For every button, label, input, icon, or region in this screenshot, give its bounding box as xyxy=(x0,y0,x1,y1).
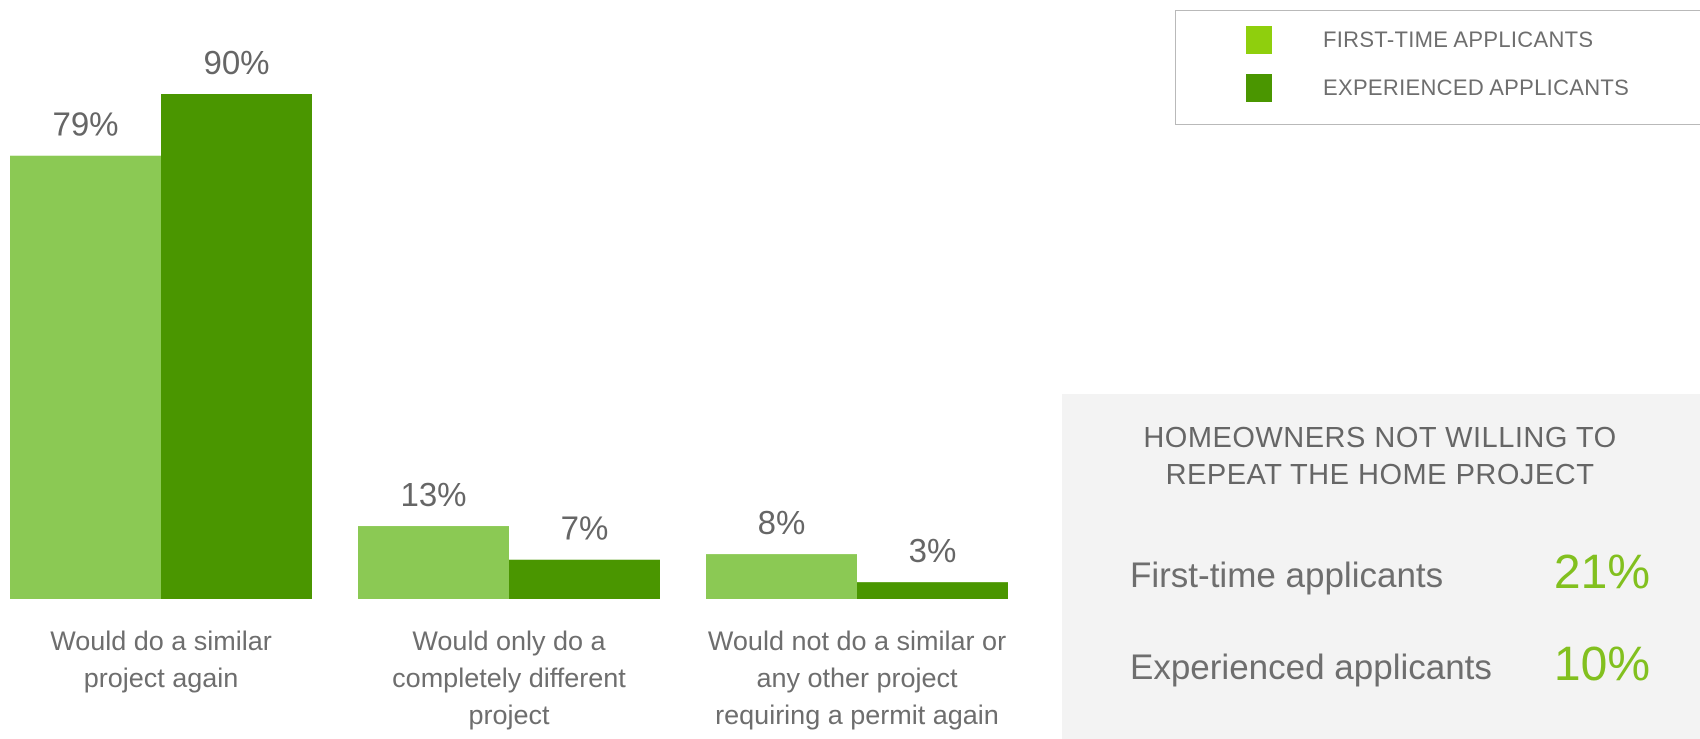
category-label-2: Would only do a completely different proje… xyxy=(392,626,626,730)
panel-row-first-time: First-time applicants 21% xyxy=(1130,546,1650,599)
category-label-2-line-3: project xyxy=(468,700,550,730)
legend-swatch-experienced xyxy=(1246,74,1272,102)
panel-title-line-1: HOMEOWNERS NOT WILLING TO xyxy=(1143,422,1617,454)
panel-title: HOMEOWNERS NOT WILLING TO REPEAT THE HOM… xyxy=(1062,420,1698,494)
value-label-first-time-3: 8% xyxy=(758,504,806,541)
panel-row-value-first-time: 21% xyxy=(1553,546,1650,599)
value-label-first-time-1: 79% xyxy=(52,106,118,143)
legend-label-first-time: FIRST-TIME APPLICANTS xyxy=(1323,27,1594,52)
category-label-2-line-1: Would only do a xyxy=(412,626,606,656)
bar-first-time-2 xyxy=(358,526,509,599)
bar-experienced-3 xyxy=(857,582,1008,599)
grouped-bar-chart: 79% 13% 8% 90% 7% 3% Would do a similar project… xyxy=(10,44,1008,730)
category-label-1: Would do a similar project again xyxy=(50,626,272,693)
legend-item-first-time: FIRST-TIME APPLICANTS xyxy=(1246,25,1593,55)
category-label-2-line-2: completely different xyxy=(392,663,626,693)
category-label-3-line-2: any other project xyxy=(756,663,958,693)
category-label-1-line-2: project again xyxy=(84,663,239,693)
category-label-3-line-1: Would not do a similar or xyxy=(708,626,1006,656)
legend-item-experienced: EXPERIENCED APPLICANTS xyxy=(1246,73,1629,103)
bar-experienced-1 xyxy=(161,94,312,599)
bar-experienced-2 xyxy=(509,559,660,599)
category-label-3-line-3: requiring a permit again xyxy=(715,700,999,730)
value-label-experienced-3: 3% xyxy=(909,532,957,569)
summary-panel: HOMEOWNERS NOT WILLING TO REPEAT THE HOM… xyxy=(1062,394,1700,739)
category-label-1-line-1: Would do a similar xyxy=(50,626,272,656)
panel-row-value-experienced: 10% xyxy=(1553,638,1650,691)
value-label-experienced-1: 90% xyxy=(203,44,269,81)
panel-row-label-experienced: Experienced applicants xyxy=(1130,648,1492,687)
legend-swatch-first-time xyxy=(1246,26,1272,54)
category-label-3: Would not do a similar or any other proje… xyxy=(708,626,1006,730)
panel-row-label-first-time: First-time applicants xyxy=(1130,556,1444,595)
value-label-experienced-2: 7% xyxy=(561,510,609,547)
panel-title-line-2: REPEAT THE HOME PROJECT xyxy=(1165,459,1595,491)
bar-first-time-1 xyxy=(10,155,161,599)
legend-label-experienced: EXPERIENCED APPLICANTS xyxy=(1323,75,1630,100)
value-label-first-time-2: 13% xyxy=(400,476,466,513)
bar-first-time-3 xyxy=(706,554,857,599)
legend: FIRST-TIME APPLICANTS EXPERIENCED APPLIC… xyxy=(1175,10,1700,125)
panel-row-experienced: Experienced applicants 10% xyxy=(1130,638,1650,691)
